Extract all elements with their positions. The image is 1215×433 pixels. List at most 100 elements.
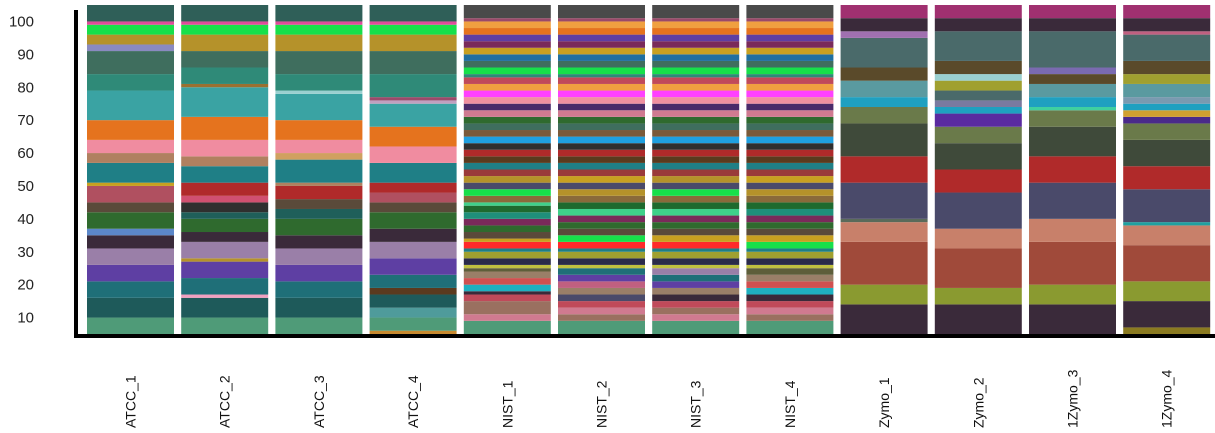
bar-segment — [1123, 281, 1211, 302]
bar-segment — [652, 47, 740, 55]
bar-segment — [181, 116, 269, 140]
bar-segment — [558, 314, 645, 321]
bar-segment — [369, 34, 457, 52]
bar-segment — [558, 215, 645, 223]
bar-segment — [181, 21, 269, 25]
bar-segment — [840, 222, 928, 242]
bar-segment — [558, 294, 645, 302]
bar-segment — [840, 218, 928, 223]
bar-segment — [746, 301, 834, 308]
bar-segment — [558, 47, 645, 55]
bar-segment — [558, 5, 645, 19]
bar-segment — [1029, 304, 1116, 334]
bar-segment — [181, 278, 269, 295]
bar-segment — [1123, 222, 1211, 226]
bar-segment — [652, 74, 740, 78]
bar-segment — [558, 18, 645, 22]
bar-segment — [558, 67, 645, 75]
bar-segment — [87, 162, 174, 183]
x-category-label: ATCC_2 — [217, 375, 233, 428]
bar-segment — [1123, 5, 1211, 19]
bar-stack-1Zymo_3 — [1029, 5, 1116, 334]
bar-segment — [558, 34, 645, 42]
bar-segment — [463, 28, 551, 35]
bar-segment — [652, 195, 740, 203]
bar-segment — [652, 241, 740, 249]
y-tick-label: 40 — [17, 211, 34, 228]
bar-segment — [746, 34, 834, 42]
bar-segment — [463, 268, 551, 272]
bar-segment — [463, 156, 551, 163]
bar-segment — [87, 139, 174, 154]
bar-segment — [746, 54, 834, 61]
bar-segment — [840, 5, 928, 19]
bar-segment — [275, 153, 363, 160]
bar-segment — [1123, 166, 1211, 190]
bar-segment — [463, 218, 551, 226]
bar-segment — [181, 182, 269, 196]
bar-segment — [87, 182, 174, 186]
bar-segment — [369, 97, 457, 101]
bar-segment — [652, 54, 740, 61]
bar-segment — [558, 103, 645, 111]
bar-segment — [1029, 241, 1116, 285]
bar-segment — [558, 123, 645, 131]
bar-segment — [558, 202, 645, 209]
bar-segment — [840, 31, 928, 38]
bar-segment — [746, 136, 834, 144]
bar-segment — [369, 307, 457, 318]
bar-segment — [934, 248, 1022, 288]
bar-segment — [369, 192, 457, 203]
bar-segment — [369, 317, 457, 331]
bar-segment — [463, 54, 551, 61]
bar-segment — [558, 287, 645, 295]
bar-segment — [369, 103, 457, 127]
bar-segment — [558, 264, 645, 269]
bar-segment — [558, 268, 645, 275]
bar-segment — [87, 153, 174, 163]
bar-stack-1Zymo_4 — [1123, 5, 1211, 334]
bar-segment — [558, 182, 645, 190]
bar-segment — [746, 208, 834, 216]
bar-segment — [87, 297, 174, 318]
bar-segment — [181, 195, 269, 203]
bar-segment — [840, 241, 928, 285]
bar-segment — [746, 268, 834, 275]
bar-segment — [558, 301, 645, 308]
bar-segment — [934, 192, 1022, 229]
bar-segment — [463, 18, 551, 22]
x-category-label: Zymo_2 — [970, 377, 986, 428]
bar-segment — [463, 271, 551, 279]
bar-segment — [275, 51, 363, 75]
bar-segment — [369, 241, 457, 259]
bar-segment — [840, 18, 928, 32]
bar-segment — [275, 159, 363, 183]
bar-segment — [181, 87, 269, 117]
bar-segment — [181, 139, 269, 157]
bar-segment — [746, 156, 834, 163]
bar-segment — [1029, 284, 1116, 305]
bar-segment — [1123, 18, 1211, 32]
bar-segment — [463, 314, 551, 321]
bar-segment — [934, 228, 1022, 249]
bar-segment — [181, 258, 269, 262]
bar-segment — [558, 149, 645, 157]
bar-segment — [558, 281, 645, 288]
bar-segment — [463, 284, 551, 292]
bar-segment — [181, 24, 269, 35]
bar-segment — [746, 116, 834, 124]
bar-segment — [369, 182, 457, 193]
x-category-label: NIST_3 — [688, 380, 704, 428]
bar-segment — [558, 90, 645, 98]
y-tick-label: 90 — [17, 46, 34, 63]
bar-segment — [652, 169, 740, 177]
bar-segment — [652, 83, 740, 91]
bar-stack-NIST_3 — [652, 5, 740, 334]
bar-segment — [746, 67, 834, 75]
bar-segment — [840, 97, 928, 107]
x-category-label: Zymo_1 — [876, 377, 892, 428]
bar-segment — [1029, 31, 1116, 68]
y-tick-label: 30 — [17, 244, 34, 261]
bar-segment — [463, 241, 551, 249]
bar-segment — [652, 136, 740, 144]
